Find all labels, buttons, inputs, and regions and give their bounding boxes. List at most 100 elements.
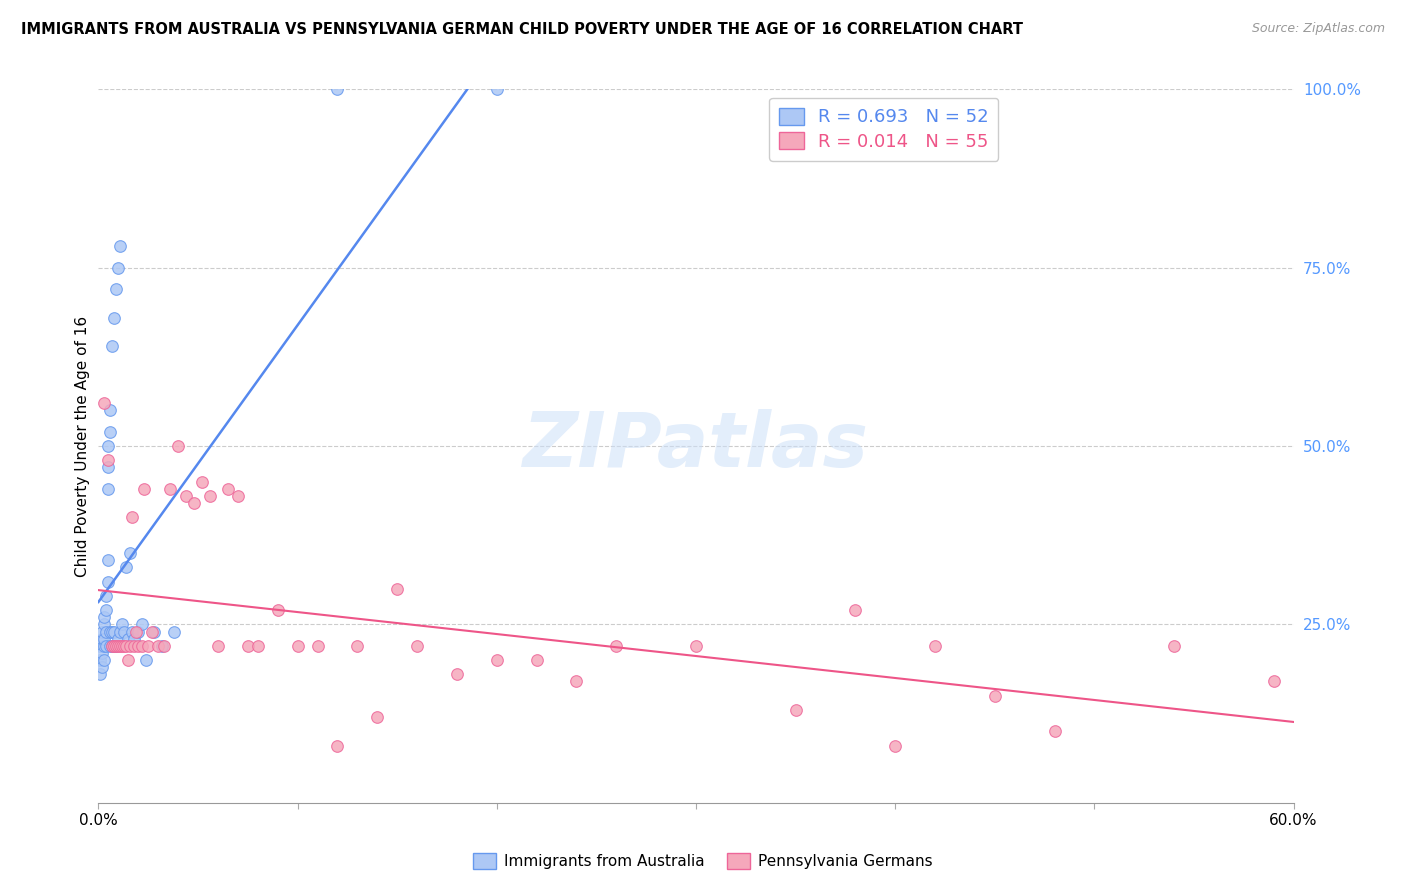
Point <box>93 632 115 646</box>
Point <box>89 667 111 681</box>
Point <box>326 82 349 96</box>
Point <box>100 624 122 639</box>
Point <box>385 582 409 596</box>
Point <box>97 482 120 496</box>
Point <box>89 653 111 667</box>
Point <box>159 482 181 496</box>
Point <box>93 610 115 624</box>
Point <box>844 603 866 617</box>
Point <box>112 624 135 639</box>
Point <box>124 632 146 646</box>
Point <box>153 639 176 653</box>
Point <box>103 639 125 653</box>
Point <box>148 639 170 653</box>
Point <box>134 482 156 496</box>
Text: IMMIGRANTS FROM AUSTRALIA VS PENNSYLVANIA GERMAN CHILD POVERTY UNDER THE AGE OF : IMMIGRANTS FROM AUSTRALIA VS PENNSYLVANI… <box>21 22 1024 37</box>
Point <box>526 653 548 667</box>
Point <box>93 639 115 653</box>
Point <box>127 639 149 653</box>
Point <box>100 403 122 417</box>
Point <box>124 639 146 653</box>
Point <box>446 667 468 681</box>
Point <box>924 639 946 653</box>
Point <box>117 632 139 646</box>
Point <box>366 710 388 724</box>
Point <box>135 653 157 667</box>
Point <box>226 489 249 503</box>
Point <box>1043 724 1066 739</box>
Point <box>1263 674 1285 689</box>
Point <box>121 510 143 524</box>
Point <box>406 639 429 653</box>
Point <box>115 560 138 574</box>
Point <box>198 489 221 503</box>
Point <box>163 624 186 639</box>
Point <box>141 624 163 639</box>
Point <box>120 639 142 653</box>
Point <box>605 639 627 653</box>
Point <box>127 624 149 639</box>
Point <box>136 639 159 653</box>
Point <box>89 639 111 653</box>
Point <box>111 639 134 653</box>
Point <box>117 653 139 667</box>
Point <box>131 639 153 653</box>
Point <box>93 617 115 632</box>
Point <box>97 574 120 589</box>
Point <box>485 82 508 96</box>
Point <box>97 460 120 475</box>
Point <box>96 589 118 603</box>
Point <box>101 639 124 653</box>
Point <box>267 603 290 617</box>
Point <box>984 689 1007 703</box>
Point <box>100 639 122 653</box>
Point <box>91 624 114 639</box>
Point <box>346 639 368 653</box>
Point <box>112 639 135 653</box>
Point <box>105 639 128 653</box>
Point <box>174 489 197 503</box>
Legend: R = 0.693   N = 52, R = 0.014   N = 55: R = 0.693 N = 52, R = 0.014 N = 55 <box>769 97 998 161</box>
Point <box>100 425 122 439</box>
Point <box>785 703 807 717</box>
Point <box>91 660 114 674</box>
Point <box>97 453 120 467</box>
Point <box>685 639 707 653</box>
Point <box>287 639 309 653</box>
Point <box>97 553 120 567</box>
Point <box>150 639 173 653</box>
Point <box>101 339 124 353</box>
Point <box>125 624 148 639</box>
Point <box>105 282 128 296</box>
Point <box>131 617 153 632</box>
Point <box>217 482 239 496</box>
Point <box>143 624 166 639</box>
Point <box>96 624 118 639</box>
Point <box>91 646 114 660</box>
Point <box>183 496 205 510</box>
Point <box>107 639 129 653</box>
Point <box>110 239 132 253</box>
Point <box>101 624 124 639</box>
Point <box>884 739 907 753</box>
Point <box>207 639 229 653</box>
Point <box>1163 639 1185 653</box>
Point <box>103 639 125 653</box>
Text: ZIPatlas: ZIPatlas <box>523 409 869 483</box>
Point <box>120 546 142 560</box>
Point <box>111 617 134 632</box>
Text: Source: ZipAtlas.com: Source: ZipAtlas.com <box>1251 22 1385 36</box>
Point <box>103 310 125 325</box>
Point <box>307 639 329 653</box>
Point <box>115 639 138 653</box>
Point <box>246 639 269 653</box>
Point <box>485 653 508 667</box>
Legend: Immigrants from Australia, Pennsylvania Germans: Immigrants from Australia, Pennsylvania … <box>467 847 939 875</box>
Point <box>101 639 124 653</box>
Point <box>96 603 118 617</box>
Point <box>107 632 129 646</box>
Point <box>107 260 129 275</box>
Point <box>91 632 114 646</box>
Point <box>326 739 349 753</box>
Point <box>93 653 115 667</box>
